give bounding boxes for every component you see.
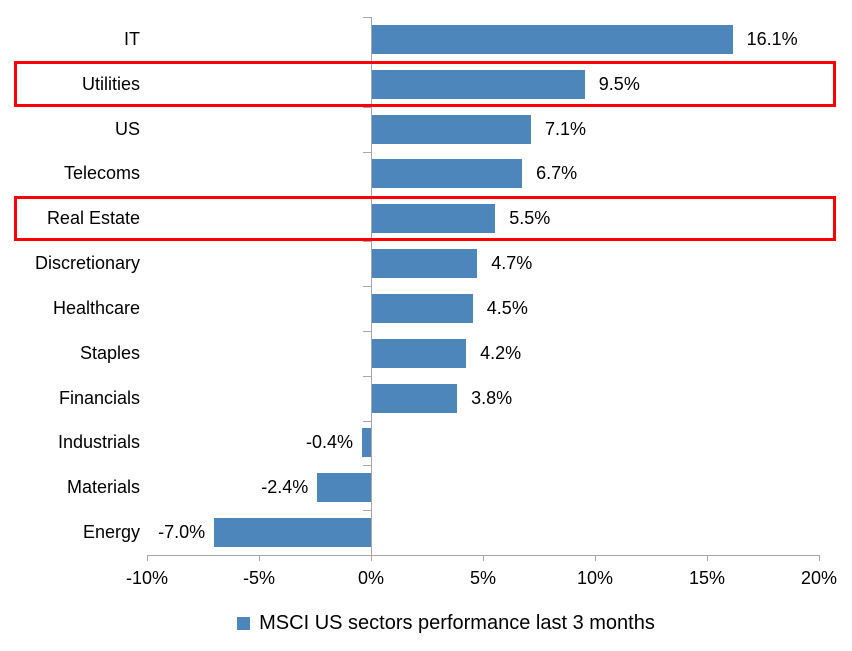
value-tick-label: 15% xyxy=(688,568,726,588)
category-tick xyxy=(363,241,371,243)
bar xyxy=(372,293,473,323)
bar xyxy=(372,24,733,54)
value-label: 3.8% xyxy=(471,387,513,408)
category-label: Energy xyxy=(82,522,140,543)
category-label: Healthcare xyxy=(52,297,140,318)
value-tick xyxy=(819,555,820,561)
category-tick xyxy=(363,286,371,287)
value-tick-label: 0% xyxy=(357,568,385,588)
value-label: 7.1% xyxy=(545,118,587,139)
category-label: Discretionary xyxy=(34,253,140,274)
bar xyxy=(372,159,523,189)
category-tick xyxy=(363,61,371,63)
legend-swatch-icon xyxy=(237,616,251,630)
bar xyxy=(372,338,467,368)
bar xyxy=(214,518,371,548)
value-tick xyxy=(595,555,596,561)
legend-label: MSCI US sectors performance last 3 month… xyxy=(259,611,655,634)
value-label: 16.1% xyxy=(746,28,798,49)
value-tick xyxy=(483,555,484,561)
category-label: IT xyxy=(124,28,140,49)
category-tick xyxy=(363,151,371,153)
category-tick xyxy=(363,106,371,108)
legend: MSCI US sectors performance last 3 month… xyxy=(0,610,852,636)
category-label: Utilities xyxy=(81,73,140,94)
value-tick-label: 20% xyxy=(800,568,838,588)
value-tick-label: -5% xyxy=(242,568,276,588)
value-tick xyxy=(707,555,708,561)
category-tick xyxy=(363,465,371,467)
category-label: Staples xyxy=(79,342,140,363)
value-tick-label: -10% xyxy=(125,568,169,588)
bar xyxy=(362,428,371,458)
value-label: 4.7% xyxy=(491,253,533,274)
category-label: Real Estate xyxy=(46,208,140,229)
value-label: 5.5% xyxy=(509,208,551,229)
category-tick xyxy=(363,330,371,332)
category-label: Financials xyxy=(58,387,140,408)
value-label: -2.4% xyxy=(261,477,309,498)
bar xyxy=(372,249,478,279)
bar xyxy=(372,114,532,144)
bar xyxy=(317,473,371,503)
category-tick xyxy=(363,375,371,377)
category-label: Industrials xyxy=(57,432,140,453)
category-label: US xyxy=(114,118,140,139)
category-tick xyxy=(363,510,371,512)
bar xyxy=(372,383,458,413)
value-label: 4.2% xyxy=(480,342,522,363)
category-tick xyxy=(363,196,371,198)
bar xyxy=(372,69,585,99)
value-tick-label: 10% xyxy=(576,568,614,588)
category-tick xyxy=(363,17,371,18)
bar xyxy=(372,204,496,234)
category-tick xyxy=(363,420,371,422)
value-label: 4.5% xyxy=(486,297,528,318)
value-label: -7.0% xyxy=(158,522,206,543)
value-tick xyxy=(259,555,260,561)
value-label: 6.7% xyxy=(536,163,578,184)
value-label: 9.5% xyxy=(598,73,640,94)
value-tick xyxy=(147,555,148,561)
value-tick-label: 5% xyxy=(469,568,497,588)
category-label: Materials xyxy=(66,477,140,498)
value-tick xyxy=(371,555,372,561)
category-axis-line xyxy=(371,17,372,561)
value-label: -0.4% xyxy=(306,432,354,453)
category-label: Telecoms xyxy=(63,163,140,184)
